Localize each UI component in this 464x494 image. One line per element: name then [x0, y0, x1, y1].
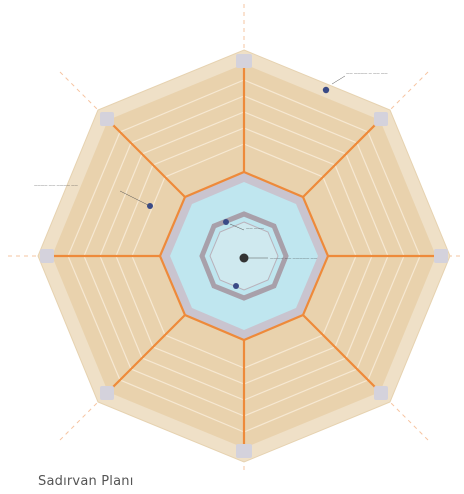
plan-caption: Sadırvan Planı [38, 474, 134, 489]
pier [434, 249, 448, 263]
marker-dot [223, 219, 229, 225]
callout-label-top-right: —— ———— — —— —— [346, 71, 388, 75]
pier [236, 54, 252, 68]
marker-dot [233, 283, 239, 289]
marker-dot [322, 86, 330, 94]
pier [374, 112, 388, 126]
callout-label-basin: —— ——— [246, 226, 265, 230]
fountain-plan-diagram: —— ———— — —— —— ———— —— ———— —— —— ——— —… [8, 4, 462, 470]
callout-label-left: ———— —— ———— —— [34, 183, 79, 187]
center-spout-marker [239, 253, 249, 263]
basin-ring [199, 211, 289, 301]
pier [374, 386, 388, 400]
callout-label-center: ———— —— ————— —— [270, 256, 318, 260]
pier [100, 386, 114, 400]
pier [40, 249, 54, 263]
pier [236, 444, 252, 458]
pier [100, 112, 114, 126]
radial-ribs [52, 64, 436, 448]
callout-leaders [119, 75, 346, 259]
corner-piers [40, 54, 448, 458]
